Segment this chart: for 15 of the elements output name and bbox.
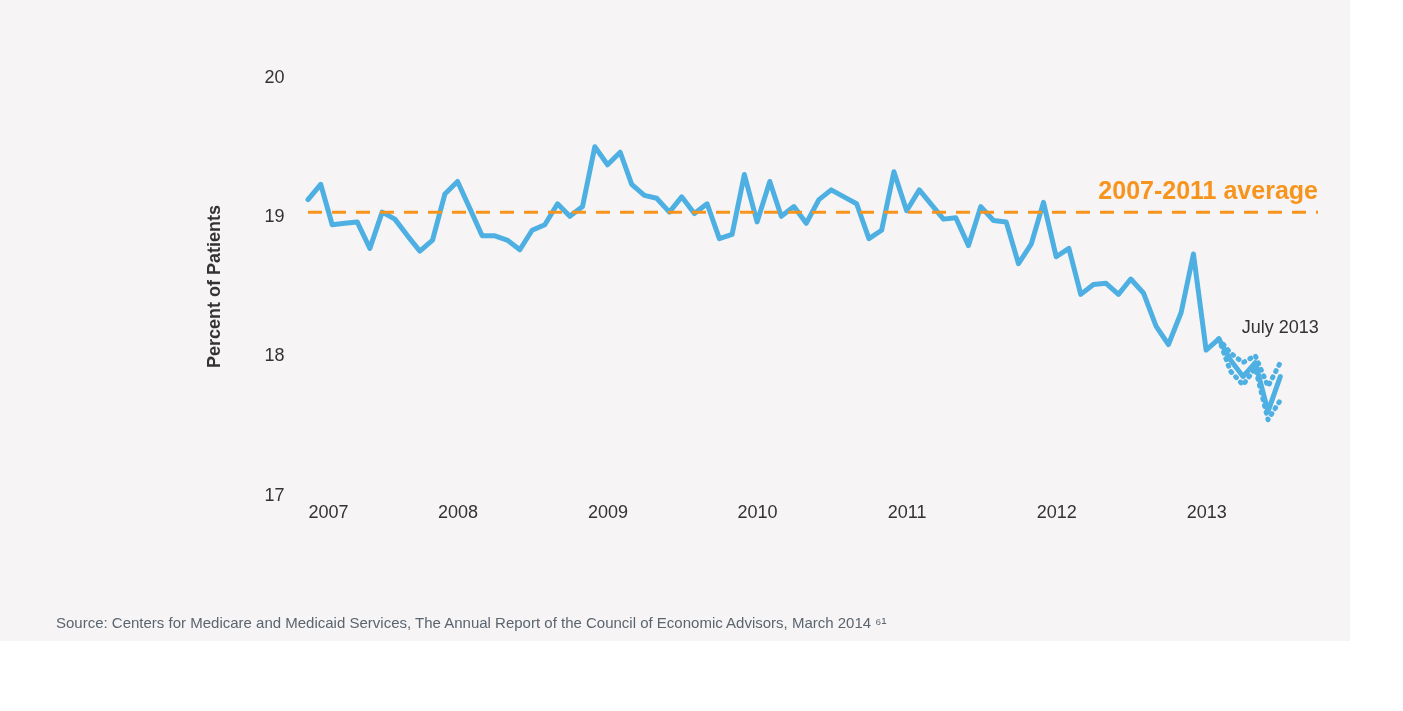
x-tick-label: 2010 <box>737 501 778 522</box>
y-tick-label: 20 <box>264 66 285 87</box>
x-tick-label: 2013 <box>1186 501 1227 522</box>
x-tick-label: 2008 <box>438 501 479 522</box>
y-axis-title: Percent of Patients <box>204 204 225 369</box>
y-tick-label: 17 <box>264 484 285 505</box>
x-tick-label: 2011 <box>887 501 927 522</box>
ref-line-label: 2007-2011 average <box>1098 176 1319 205</box>
y-tick-label: 19 <box>264 205 285 226</box>
y-tick-label: 18 <box>264 345 285 366</box>
x-tick-label: 2012 <box>1036 501 1077 522</box>
source-note: Source: Centers for Medicare and Medicaid Services, The Annual Report of the Council of Economic Advisors, March 2014 ⁶¹ <box>55 614 887 631</box>
annotation: July 2013 <box>1241 316 1319 337</box>
x-tick-label: 2009 <box>587 501 629 522</box>
x-tick-label: 2007 <box>308 501 349 522</box>
